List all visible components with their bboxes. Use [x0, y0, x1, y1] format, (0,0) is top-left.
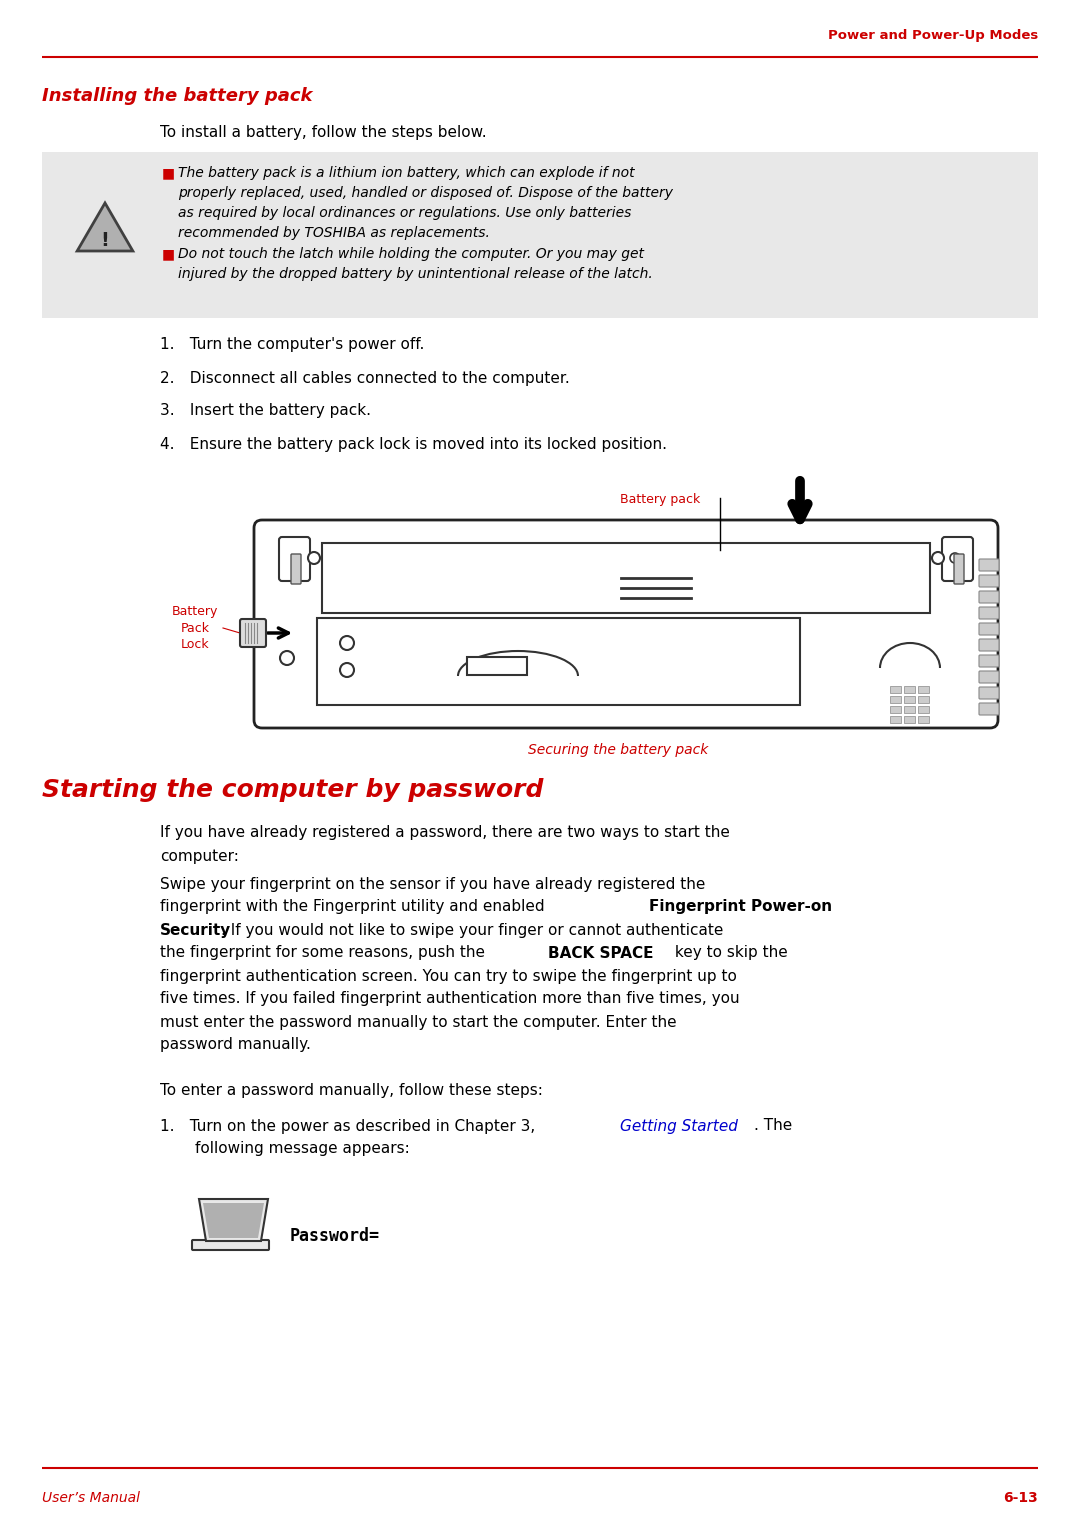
Text: the fingerprint for some reasons, push the: the fingerprint for some reasons, push t… — [160, 945, 490, 960]
FancyBboxPatch shape — [291, 553, 301, 584]
Text: Security: Security — [160, 922, 231, 937]
FancyBboxPatch shape — [192, 1240, 269, 1251]
Text: Swipe your fingerprint on the sensor if you have already registered the: Swipe your fingerprint on the sensor if … — [160, 876, 705, 891]
FancyBboxPatch shape — [42, 151, 1038, 318]
Polygon shape — [199, 1199, 268, 1242]
FancyBboxPatch shape — [978, 575, 999, 587]
Text: fingerprint authentication screen. You can try to swipe the fingerprint up to: fingerprint authentication screen. You c… — [160, 968, 737, 983]
Text: If you have already registered a password, there are two ways to start the: If you have already registered a passwor… — [160, 826, 730, 841]
Text: injured by the dropped battery by unintentional release of the latch.: injured by the dropped battery by uninte… — [178, 268, 652, 281]
Text: To install a battery, follow the steps below.: To install a battery, follow the steps b… — [160, 125, 487, 141]
Text: Fingerprint Power-on: Fingerprint Power-on — [649, 899, 832, 914]
FancyBboxPatch shape — [942, 537, 973, 581]
Text: Battery pack: Battery pack — [620, 494, 700, 506]
FancyBboxPatch shape — [240, 619, 266, 647]
FancyBboxPatch shape — [890, 706, 901, 713]
FancyBboxPatch shape — [978, 592, 999, 602]
Text: fingerprint with the Fingerprint utility and enabled: fingerprint with the Fingerprint utility… — [160, 899, 550, 914]
Circle shape — [932, 552, 944, 564]
FancyBboxPatch shape — [890, 716, 901, 723]
Text: User’s Manual: User’s Manual — [42, 1491, 140, 1505]
FancyBboxPatch shape — [890, 696, 901, 703]
FancyBboxPatch shape — [918, 687, 929, 693]
FancyBboxPatch shape — [978, 607, 999, 619]
Circle shape — [950, 553, 960, 563]
Polygon shape — [203, 1203, 264, 1238]
FancyBboxPatch shape — [918, 716, 929, 723]
Text: . If you would not like to swipe your finger or cannot authenticate: . If you would not like to swipe your fi… — [221, 922, 724, 937]
FancyBboxPatch shape — [279, 537, 310, 581]
Text: Starting the computer by password: Starting the computer by password — [42, 778, 543, 803]
Text: recommended by TOSHIBA as replacements.: recommended by TOSHIBA as replacements. — [178, 226, 490, 240]
Text: The battery pack is a lithium ion battery, which can explode if not: The battery pack is a lithium ion batter… — [178, 167, 635, 180]
Text: 2. Disconnect all cables connected to the computer.: 2. Disconnect all cables connected to th… — [160, 370, 570, 385]
Text: To enter a password manually, follow these steps:: To enter a password manually, follow the… — [160, 1084, 543, 1098]
Text: Getting Started: Getting Started — [620, 1119, 738, 1133]
Text: five times. If you failed fingerprint authentication more than five times, you: five times. If you failed fingerprint au… — [160, 991, 740, 1006]
FancyBboxPatch shape — [890, 687, 901, 693]
Text: 4. Ensure the battery pack lock is moved into its locked position.: 4. Ensure the battery pack lock is moved… — [160, 436, 667, 451]
Text: ■: ■ — [162, 167, 175, 180]
FancyBboxPatch shape — [254, 520, 998, 728]
Circle shape — [340, 636, 354, 650]
Text: BACK SPACE: BACK SPACE — [548, 945, 653, 960]
FancyBboxPatch shape — [978, 671, 999, 683]
Text: Do not touch the latch while holding the computer. Or you may get: Do not touch the latch while holding the… — [178, 248, 644, 261]
FancyBboxPatch shape — [978, 703, 999, 716]
FancyBboxPatch shape — [467, 657, 527, 674]
Text: !: ! — [100, 231, 109, 251]
Text: as required by local ordinances or regulations. Use only batteries: as required by local ordinances or regul… — [178, 206, 632, 220]
Text: 3. Insert the battery pack.: 3. Insert the battery pack. — [160, 404, 372, 419]
Text: Installing the battery pack: Installing the battery pack — [42, 87, 312, 106]
FancyBboxPatch shape — [978, 687, 999, 699]
Text: Securing the battery pack: Securing the battery pack — [528, 743, 708, 757]
FancyBboxPatch shape — [904, 687, 915, 693]
FancyBboxPatch shape — [954, 553, 964, 584]
Circle shape — [340, 664, 354, 677]
FancyBboxPatch shape — [978, 639, 999, 651]
Circle shape — [280, 651, 294, 665]
Text: password manually.: password manually. — [160, 1038, 311, 1052]
Text: Password=: Password= — [291, 1226, 380, 1245]
FancyBboxPatch shape — [978, 560, 999, 570]
Text: computer:: computer: — [160, 849, 239, 864]
Text: ■: ■ — [162, 248, 175, 261]
Polygon shape — [77, 203, 133, 251]
Text: key to skip the: key to skip the — [670, 945, 787, 960]
Text: Battery
Pack
Lock: Battery Pack Lock — [172, 605, 218, 650]
Text: must enter the password manually to start the computer. Enter the: must enter the password manually to star… — [160, 1015, 677, 1029]
FancyBboxPatch shape — [318, 618, 800, 705]
FancyBboxPatch shape — [978, 622, 999, 635]
FancyBboxPatch shape — [904, 716, 915, 723]
FancyBboxPatch shape — [978, 654, 999, 667]
Text: 1. Turn on the power as described in Chapter 3,: 1. Turn on the power as described in Cha… — [160, 1119, 540, 1133]
Circle shape — [308, 552, 320, 564]
FancyBboxPatch shape — [918, 706, 929, 713]
FancyBboxPatch shape — [918, 696, 929, 703]
Text: 6-13: 6-13 — [1003, 1491, 1038, 1505]
Text: . The: . The — [754, 1119, 793, 1133]
Text: 1. Turn the computer's power off.: 1. Turn the computer's power off. — [160, 338, 424, 353]
FancyBboxPatch shape — [904, 706, 915, 713]
FancyBboxPatch shape — [904, 696, 915, 703]
Text: Power and Power-Up Modes: Power and Power-Up Modes — [827, 29, 1038, 43]
Text: following message appears:: following message appears: — [195, 1142, 409, 1156]
Text: properly replaced, used, handled or disposed of. Dispose of the battery: properly replaced, used, handled or disp… — [178, 187, 673, 200]
FancyBboxPatch shape — [322, 543, 930, 613]
